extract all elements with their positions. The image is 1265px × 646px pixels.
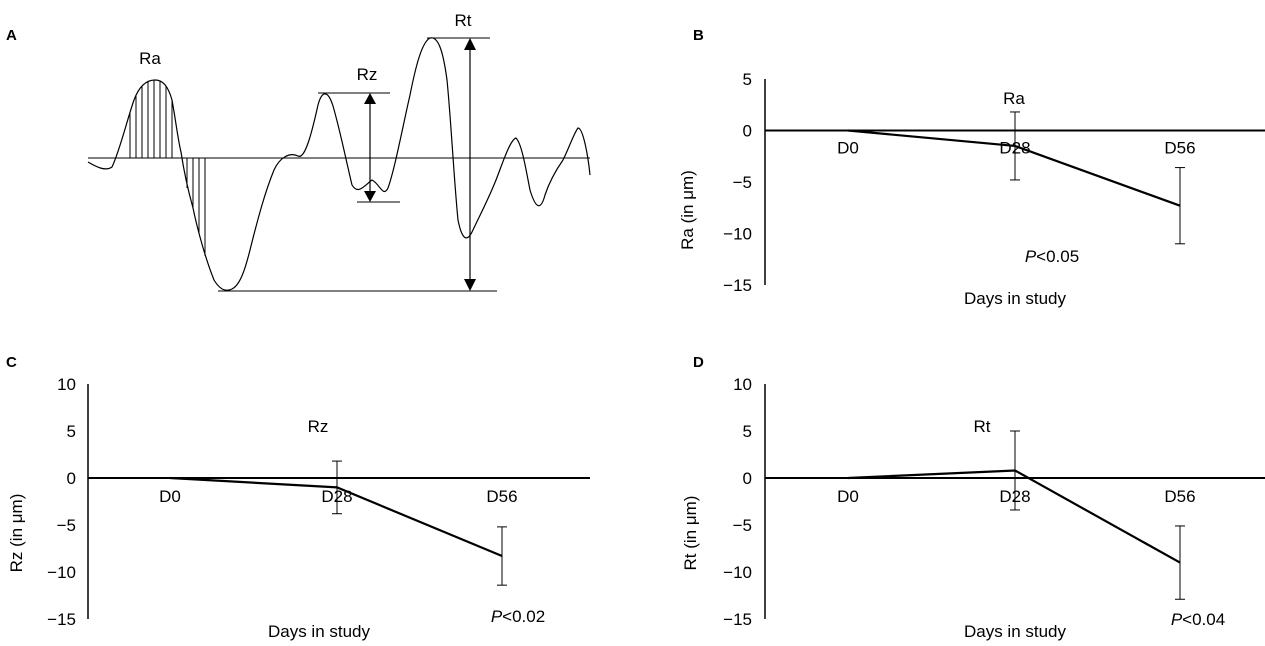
chart-b-ylabel: Ra (in μm) <box>678 170 697 250</box>
y-tick-label: 0 <box>67 469 76 488</box>
y-tick-label: −5 <box>733 516 752 535</box>
series-line <box>847 469 1181 564</box>
rz-label: Rz <box>357 65 378 84</box>
y-tick-label: −15 <box>723 276 752 295</box>
y-tick-label: −15 <box>723 610 752 629</box>
chart-d-pvalue: P<0.04 <box>1171 610 1225 629</box>
chart-d-ylabel: Rt (in μm) <box>681 496 700 571</box>
chart-c-xlabel: Days in study <box>268 622 371 641</box>
chart-c-ylabel: Rz (in μm) <box>7 494 26 573</box>
rz-arrow-down-icon <box>364 191 376 202</box>
panel-a-schematic: A <box>6 11 591 292</box>
rt-arrow-up-icon <box>464 38 476 50</box>
chart-d: D Rt (in μm) Rt Days in study P<0.04 10 5… <box>681 354 1265 641</box>
panel-a-label: A <box>6 27 17 44</box>
y-tick-label: 0 <box>743 122 752 141</box>
y-tick-label: 10 <box>57 375 76 394</box>
ra-hatch-positive <box>129 80 173 158</box>
series-line <box>847 129 1181 207</box>
y-tick-label: 5 <box>743 422 752 441</box>
category-label: D28 <box>321 487 352 506</box>
ra-hatch-negative <box>186 158 206 256</box>
category-label: D56 <box>1164 487 1195 506</box>
y-tick-label: −10 <box>723 563 752 582</box>
y-tick-label: 5 <box>67 422 76 441</box>
chart-b-marks: 5 0 −5 −10 −15 D0 D28 D56 <box>723 70 1265 295</box>
rz-arrow-up-icon <box>364 93 376 104</box>
chart-c-pvalue: P<0.02 <box>491 607 545 626</box>
chart-d-title: Rt <box>974 417 991 436</box>
chart-c-title: Rz <box>308 417 329 436</box>
chart-b-pvalue: P<0.05 <box>1025 247 1079 266</box>
category-label: D28 <box>999 487 1030 506</box>
y-tick-label: 5 <box>743 70 752 89</box>
chart-d-marks: 10 5 0 −5 −10 −15 D0 D28 D56 <box>723 375 1265 629</box>
y-tick-label: −15 <box>47 610 76 629</box>
chart-c-marks: 10 5 0 −5 −10 −15 D0 D28 D56 <box>47 375 590 629</box>
chart-b: B Ra (in μm) Ra Days in study P<0.05 5 0 −… <box>678 27 1265 308</box>
y-tick-label: −5 <box>57 516 76 535</box>
category-label: D28 <box>999 139 1030 158</box>
y-tick-label: −5 <box>733 173 752 192</box>
chart-c: C Rz (in μm) Rz Days in study P<0.02 10 5… <box>6 354 590 641</box>
panel-c-label: C <box>6 354 17 371</box>
category-label: D0 <box>159 487 181 506</box>
roughness-profile <box>87 37 591 291</box>
rt-label: Rt <box>455 11 472 30</box>
category-label: D0 <box>837 487 859 506</box>
panel-b-label: B <box>693 27 704 44</box>
chart-b-xlabel: Days in study <box>964 289 1067 308</box>
y-tick-label: 0 <box>743 469 752 488</box>
y-tick-label: 10 <box>733 375 752 394</box>
y-tick-label: −10 <box>723 225 752 244</box>
chart-b-title: Ra <box>1003 89 1025 108</box>
panel-d-label: D <box>693 354 704 371</box>
category-label: D56 <box>1164 139 1195 158</box>
ra-label: Ra <box>139 49 161 68</box>
chart-d-xlabel: Days in study <box>964 622 1067 641</box>
series-line <box>169 476 503 558</box>
category-label: D56 <box>486 487 517 506</box>
y-tick-label: −10 <box>47 563 76 582</box>
category-label: D0 <box>837 139 859 158</box>
rt-arrow-down-icon <box>464 279 476 291</box>
